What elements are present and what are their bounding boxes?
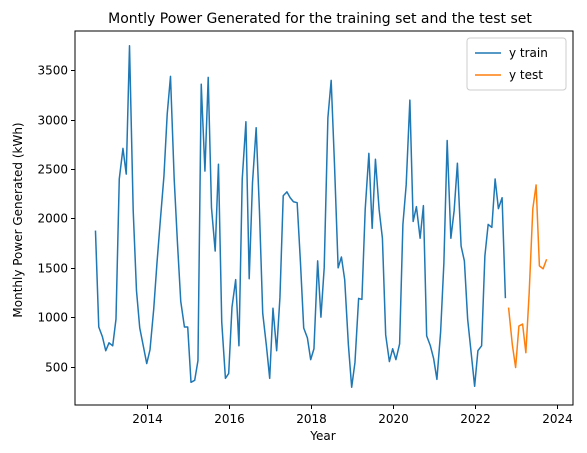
legend-label-1: y test <box>509 68 543 82</box>
y-tick-label: 2000 <box>37 212 68 226</box>
chart-title: Montly Power Generated for the training … <box>108 11 532 27</box>
series-line-1 <box>509 185 547 368</box>
y-tick-label: 3500 <box>37 64 68 78</box>
legend-label-0: y train <box>509 46 548 60</box>
legend: y train y test <box>467 38 566 90</box>
x-tick-label: 2024 <box>542 412 573 426</box>
y-tick-label: 2500 <box>37 163 68 177</box>
y-tick-label: 3000 <box>37 114 68 128</box>
y-tick-label: 500 <box>45 361 68 375</box>
x-tick-label: 2018 <box>296 412 327 426</box>
y-axis-title: Monthly Power Generated (kWh) <box>11 122 25 317</box>
series-line-0 <box>95 46 505 387</box>
x-axis-title: Year <box>309 429 335 443</box>
x-tick-label: 2016 <box>214 412 245 426</box>
x-tick-label: 2014 <box>132 412 163 426</box>
y-tick-label: 1000 <box>37 311 68 325</box>
x-tick-label: 2020 <box>378 412 409 426</box>
x-tick-label: 2022 <box>460 412 491 426</box>
y-tick-label: 1500 <box>37 262 68 276</box>
